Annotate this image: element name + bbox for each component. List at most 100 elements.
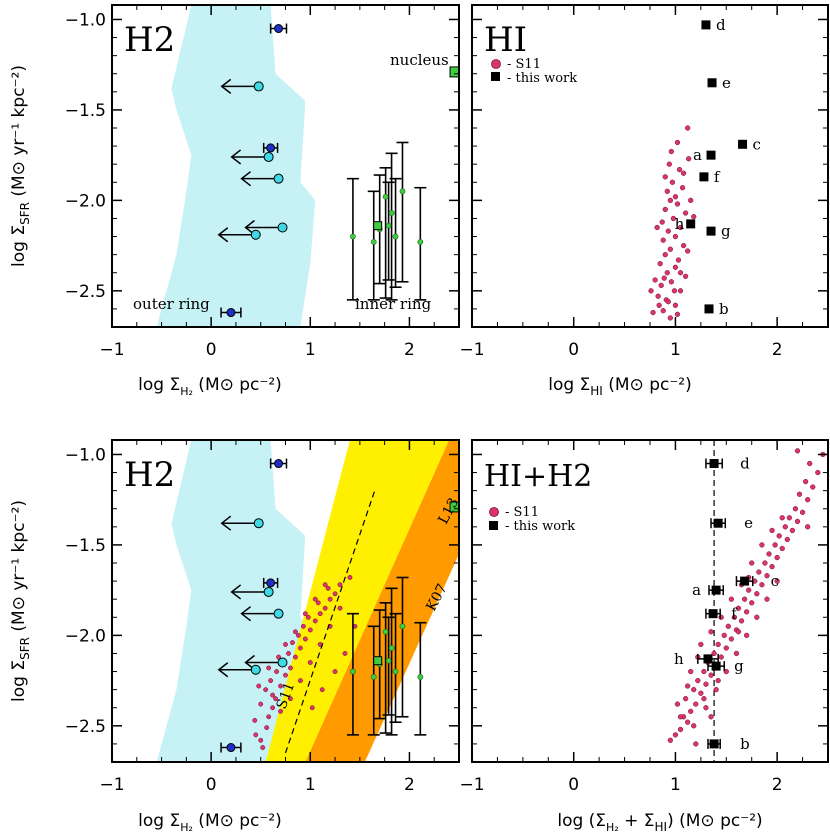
s11-point: [670, 215, 677, 222]
this-work-label: d: [740, 455, 750, 473]
h2b-marks: [217, 458, 459, 754]
this-work-point: [706, 226, 716, 236]
this-work-point: [707, 78, 717, 88]
upper-limit-arrowhead: [230, 149, 242, 165]
this-work-label: b: [740, 735, 750, 753]
s11-point: [322, 582, 328, 588]
s11-point: [325, 585, 331, 591]
s11-point: [735, 629, 742, 635]
s11-point: [662, 206, 668, 213]
s11-point: [684, 683, 691, 689]
s11-point: [774, 554, 780, 561]
s11-point: [672, 264, 679, 270]
h2-marks: [217, 23, 459, 318]
inner-ring-point: [399, 188, 406, 195]
s11-point: [302, 611, 308, 617]
s11-point: [674, 139, 681, 146]
s11-point: [665, 299, 671, 305]
s11-point: [659, 219, 665, 225]
inner-ring-point: [382, 193, 389, 200]
s11-point: [684, 125, 691, 131]
upper-limit-arrowhead: [217, 227, 229, 243]
h2b-shaded-region: [156, 440, 459, 762]
upper-limit-arrowhead: [240, 606, 252, 622]
y-tick-label: −1.5: [65, 536, 106, 556]
s11-point: [754, 591, 760, 597]
this-work-point: [740, 576, 750, 586]
this-work-label: h: [675, 215, 685, 233]
s11-point: [322, 605, 328, 611]
hih2-legend: - S11 - this work: [489, 505, 575, 534]
s11-point: [723, 668, 729, 675]
s11-point: [664, 270, 670, 276]
s11-point: [658, 282, 664, 289]
s11-point: [655, 293, 661, 299]
s11-point: [680, 170, 687, 176]
s11-point: [297, 678, 303, 684]
s11-point: [674, 701, 681, 707]
s11-point: [735, 605, 742, 611]
s11-point: [743, 609, 750, 615]
s11-point: [810, 484, 816, 490]
s11-point: [674, 201, 681, 207]
s11-point: [784, 536, 790, 543]
s11-point: [749, 600, 755, 606]
upper-limit-point: [277, 657, 288, 668]
inner-ring-mean-square: [373, 221, 383, 231]
this-work-point: [711, 661, 721, 671]
s11-point: [728, 596, 735, 602]
s11-point: [807, 460, 813, 467]
h2-ylabel: log ΣSFR (M⊙ yr⁻¹ kpc⁻²): [9, 65, 32, 267]
inner-ring-point: [350, 668, 356, 675]
inner-ring-point: [392, 668, 399, 675]
s11-point: [274, 669, 280, 675]
this-work-point: [738, 139, 748, 149]
x-tick-label: 0: [568, 775, 579, 795]
s11-point: [701, 696, 707, 702]
this-work-label: g: [734, 657, 744, 675]
hih2-xlabel: log (ΣH₂ + ΣHI) (M⊙ pc⁻²): [557, 811, 762, 834]
panel-h2-bands: −1 0 1 2−1.0−1.5−2.0−2.5 H2 L13 K07 S11 log…: [9, 439, 462, 834]
s11-point: [721, 632, 727, 639]
s11-point: [708, 714, 714, 720]
panel-h2: −1 0 1 2 −1.0 −1.5 −2.0 −2.5 H2 nucleus outer r…: [9, 4, 460, 398]
s11-point: [756, 569, 762, 575]
s11-point: [268, 678, 274, 684]
s11-point: [319, 687, 325, 693]
this-work-label: c: [753, 135, 761, 153]
s11-point: [776, 533, 782, 539]
s11-point: [315, 600, 321, 606]
shade-polygon: [156, 440, 316, 762]
y-tick-label: −1.5: [65, 101, 106, 121]
this-work-label: e: [744, 514, 753, 532]
s11-point: [276, 654, 282, 660]
s11-point: [665, 228, 671, 234]
s11-point: [652, 277, 658, 283]
s11-point: [661, 275, 667, 281]
s11-point: [718, 654, 724, 660]
x-tick-label: 2: [772, 775, 783, 795]
this-work-point: [703, 654, 713, 664]
s11-point: [691, 214, 697, 220]
s11-point: [650, 309, 656, 316]
s11-point: [741, 596, 748, 602]
upper-limit-point: [263, 586, 274, 597]
s11-point: [799, 509, 806, 516]
hi-xlabel: log ΣHI (M⊙ pc⁻²): [548, 375, 692, 398]
s11-point: [677, 714, 684, 720]
s11-point: [677, 288, 684, 294]
inner-ring-mean-square: [373, 656, 383, 666]
s11-point: [283, 641, 288, 647]
s11-point: [332, 669, 338, 675]
s11-point: [693, 701, 699, 707]
s11-point: [677, 224, 684, 231]
upper-limit-point: [263, 151, 274, 162]
s11-point: [286, 651, 291, 656]
this-work-label: b: [719, 300, 729, 318]
x-tick-label: 0: [568, 340, 579, 360]
h2b-title: H2: [124, 455, 175, 495]
s11-point: [337, 582, 343, 588]
s11-point: [754, 614, 760, 620]
s11-point: [669, 179, 676, 185]
h2b-xlabel: log ΣH₂ (M⊙ pc⁻²): [138, 811, 282, 834]
